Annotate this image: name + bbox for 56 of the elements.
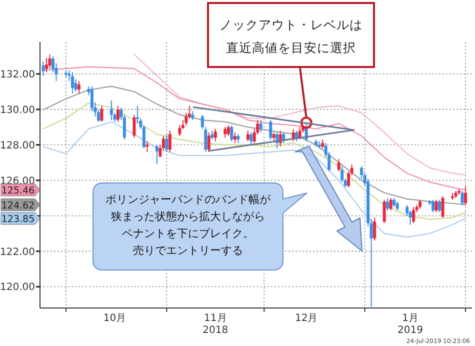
x-tick-label: 10月 <box>103 313 126 324</box>
x-tick-label: 1月 2019 <box>398 313 424 336</box>
y-tick-label: 128.00 <box>0 140 35 152</box>
x-tick-label: 12月 <box>294 313 318 324</box>
candlestick <box>282 132 286 144</box>
candlestick <box>165 134 168 152</box>
candlestick <box>168 130 172 152</box>
candlestick <box>155 144 158 165</box>
candlestick <box>224 126 227 138</box>
candlestick <box>438 199 442 213</box>
line-series <box>42 66 466 190</box>
candlestick <box>214 128 217 142</box>
x-tick-label: 11月 2018 <box>202 313 228 336</box>
annotation: ボリンジャーバンドのバンド幅が狭まった状態から拡大しながらペナントを下にブレイク。売りでエントリーする <box>106 193 272 257</box>
candlestick <box>434 199 438 213</box>
candlestick <box>337 158 340 172</box>
candlestick <box>373 217 376 242</box>
candlestick <box>259 120 262 133</box>
candlestick <box>100 105 104 122</box>
candlestick <box>42 61 45 76</box>
candlestick <box>226 124 230 136</box>
candlestick <box>460 190 464 206</box>
candlestick <box>269 120 272 140</box>
text: 125.46 <box>1 185 35 196</box>
text: 123.85 <box>1 214 35 225</box>
candlestick <box>77 80 80 94</box>
candlestick <box>207 132 210 152</box>
candlestick <box>204 126 208 152</box>
candlestick <box>412 206 416 224</box>
y-tick-label: 122.00 <box>0 246 35 258</box>
candlestick <box>48 54 52 70</box>
line-series <box>134 54 466 176</box>
candlestick <box>200 114 204 130</box>
candlestick <box>386 198 390 211</box>
candlestick <box>441 196 444 218</box>
candlestick <box>132 114 136 138</box>
y-tick-label: 120.00 <box>0 282 35 294</box>
y-tick-label: 130.00 <box>0 104 35 116</box>
candlestick <box>110 100 113 121</box>
y-tick-label: 126.00 <box>0 176 35 187</box>
candlestick <box>464 185 468 206</box>
candlestick <box>250 132 253 146</box>
candlestick <box>116 105 120 122</box>
candlestick <box>246 130 250 142</box>
candlestick <box>44 57 48 73</box>
candlestick <box>233 132 236 144</box>
y-tick-label: 132.00 <box>0 69 35 80</box>
text: 124.62 <box>1 200 35 212</box>
candlestick <box>230 124 234 142</box>
candlestick <box>432 199 435 213</box>
candlestick <box>389 198 392 211</box>
annotation: ノックアウト・レベルは直近高値を目安に選択 <box>220 17 362 55</box>
candlestick <box>382 199 386 224</box>
candlestick <box>298 126 302 140</box>
candlestick <box>295 130 298 142</box>
candlestick <box>70 72 74 94</box>
